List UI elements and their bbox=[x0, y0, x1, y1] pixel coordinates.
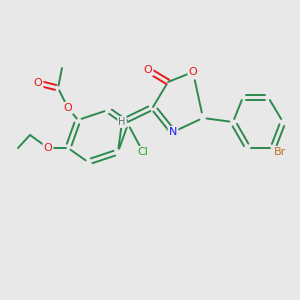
Text: O: O bbox=[144, 65, 152, 75]
Text: Cl: Cl bbox=[138, 147, 148, 157]
Text: N: N bbox=[169, 127, 177, 137]
Text: O: O bbox=[64, 103, 72, 113]
Text: O: O bbox=[44, 143, 52, 153]
Text: O: O bbox=[189, 67, 197, 77]
Text: H: H bbox=[118, 117, 126, 127]
Text: O: O bbox=[34, 78, 42, 88]
Text: Br: Br bbox=[274, 147, 286, 157]
